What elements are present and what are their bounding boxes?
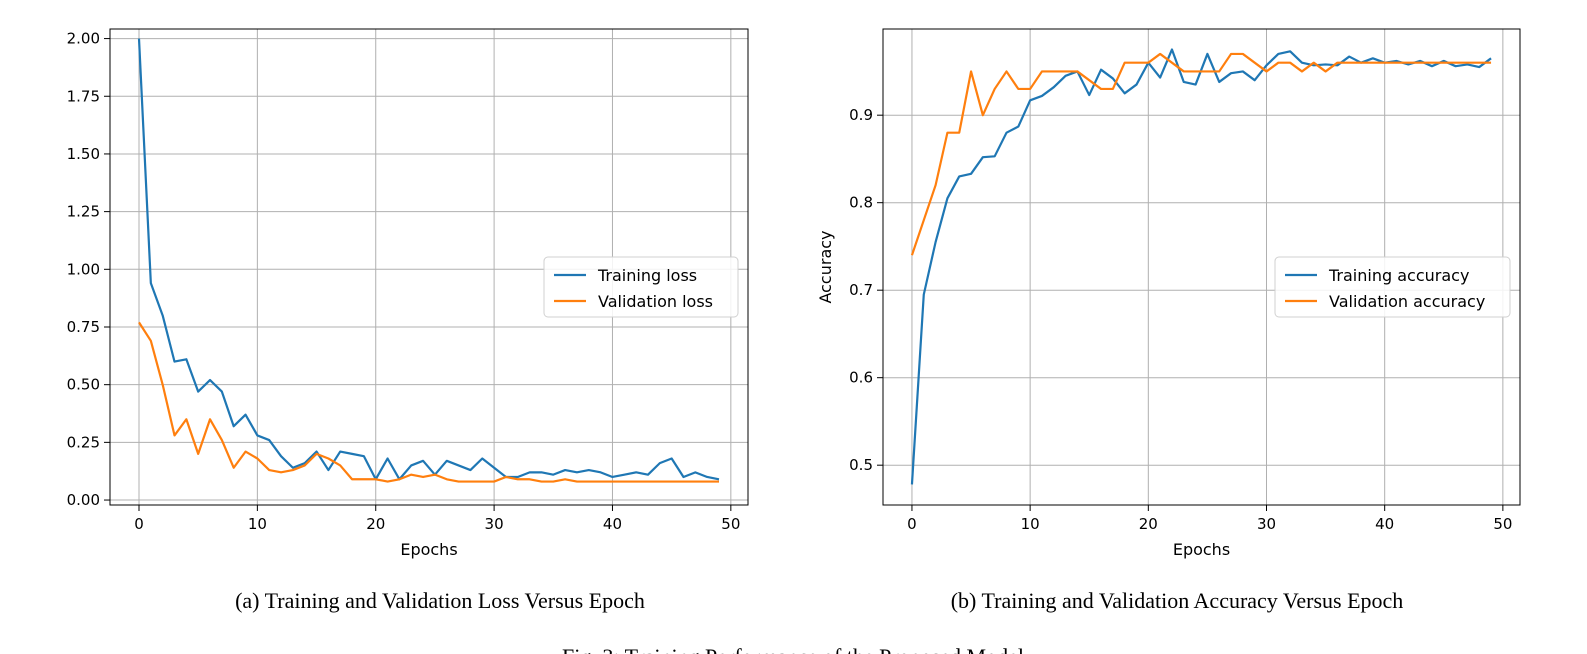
accuracy-chart-x-axis-label: Epochs — [1173, 540, 1230, 559]
accuracy-y-tick-label: 0.7 — [849, 281, 873, 299]
accuracy-x-tick-label: 30 — [1257, 515, 1276, 533]
loss-chart: 0 10 20 30 40 50 0.00 0.25 0.50 0.75 1.00 1.25 1.50 1… — [67, 28, 749, 613]
loss-legend-box — [543, 256, 739, 318]
loss-y-tick-label: 0.50 — [67, 376, 100, 394]
figure-caption: Fig. 3: Training Performance of the Prop… — [562, 644, 1024, 654]
accuracy-x-tick-label: 50 — [1493, 515, 1512, 533]
loss-x-tick-label: 40 — [603, 515, 622, 533]
loss-x-tick-label: 10 — [248, 515, 267, 533]
loss-y-tick-label: 0.00 — [67, 491, 100, 509]
loss-y-tick-label: 2.00 — [67, 30, 100, 48]
loss-chart-lines — [137, 38, 720, 483]
loss-chart-frame — [109, 28, 749, 506]
accuracy-chart-grid — [883, 29, 1520, 505]
loss-y-tick-label: 0.75 — [67, 318, 100, 336]
accuracy-series-line-validation — [910, 52, 1492, 256]
loss-x-tick-label: 20 — [366, 515, 385, 533]
accuracy-chart-frame — [882, 28, 1521, 506]
accuracy-legend-label: Validation accuracy — [1329, 292, 1485, 311]
accuracy-chart-legend: Training accuracy Validation accuracy — [1274, 256, 1511, 318]
accuracy-chart-ticks: 0 10 20 30 40 50 0.5 0.6 0.7 0.8 0.9 — [849, 106, 1512, 533]
loss-chart-caption: (a) Training and Validation Loss Versus … — [235, 588, 645, 613]
accuracy-x-tick-label: 10 — [1021, 515, 1040, 533]
loss-x-tick-label: 30 — [485, 515, 504, 533]
loss-series-line-training — [137, 38, 720, 481]
loss-series-line-validation — [138, 321, 719, 483]
accuracy-y-tick-label: 0.8 — [849, 194, 873, 212]
accuracy-y-tick-label: 0.9 — [849, 106, 873, 124]
accuracy-y-tick-label: 0.5 — [849, 456, 873, 474]
loss-x-tick-label: 50 — [721, 515, 740, 533]
loss-legend-label: Validation loss — [598, 292, 713, 311]
accuracy-y-tick-label: 0.6 — [849, 369, 873, 387]
loss-legend-label: Training loss — [597, 266, 697, 285]
loss-y-tick-label: 1.00 — [67, 260, 100, 278]
accuracy-legend-box — [1274, 256, 1511, 318]
accuracy-x-tick-label: 20 — [1139, 515, 1158, 533]
loss-x-tick-label: 0 — [134, 515, 144, 533]
accuracy-chart-lines — [910, 48, 1492, 485]
loss-chart-ticks: 0 10 20 30 40 50 0.00 0.25 0.50 0.75 1.00 1.25 1.50 1… — [67, 30, 741, 533]
accuracy-series-line-training — [910, 48, 1492, 485]
accuracy-legend-label: Training accuracy — [1328, 266, 1469, 285]
loss-y-tick-label: 0.25 — [67, 433, 100, 451]
loss-y-tick-label: 1.75 — [67, 87, 100, 105]
loss-chart-legend: Training loss Validation loss — [543, 256, 739, 318]
loss-y-tick-label: 1.50 — [67, 145, 100, 163]
loss-chart-x-axis-label: Epochs — [400, 540, 457, 559]
accuracy-chart: 0 10 20 30 40 50 0.5 0.6 0.7 0.8 0.9 Epochs Accura… — [816, 28, 1521, 613]
loss-y-tick-label: 1.25 — [67, 203, 100, 221]
accuracy-x-tick-label: 40 — [1375, 515, 1394, 533]
accuracy-x-tick-label: 0 — [907, 515, 917, 533]
accuracy-chart-caption: (b) Training and Validation Accuracy Ver… — [951, 588, 1404, 613]
accuracy-chart-y-axis-label: Accuracy — [816, 230, 835, 303]
